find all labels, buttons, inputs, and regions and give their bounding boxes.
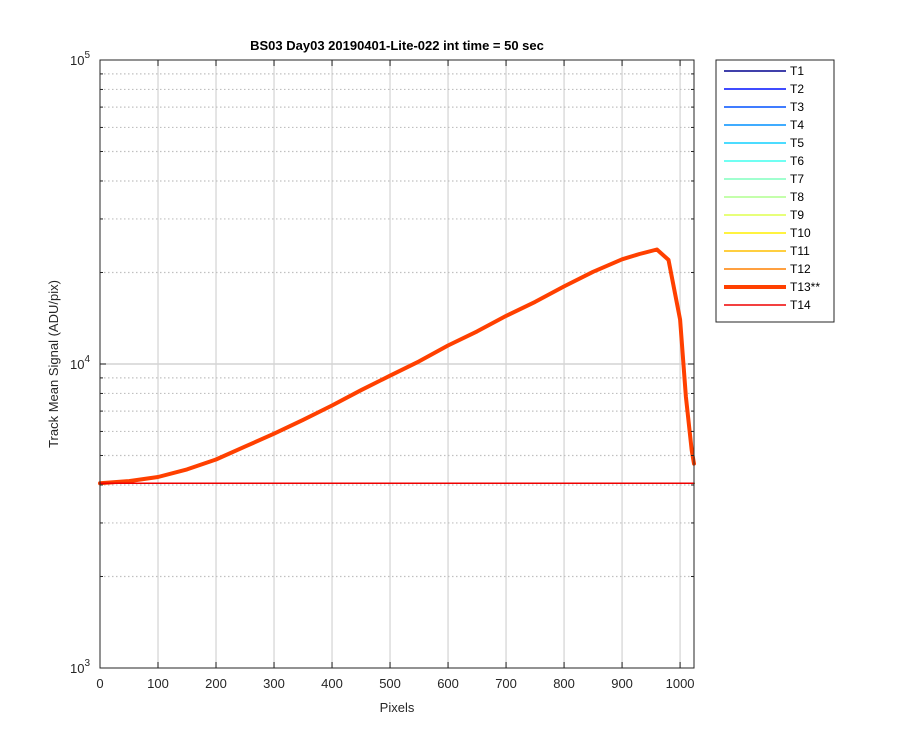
y-tick-label: 104 (70, 354, 90, 372)
legend-label: T13** (790, 280, 820, 294)
plot-lines (98, 247, 696, 486)
x-tick-label: 300 (263, 676, 285, 691)
chart-title: BS03 Day03 20190401-Lite-022 int time = … (250, 38, 544, 53)
legend-label: T11 (790, 244, 810, 258)
legend-label: T4 (790, 118, 804, 132)
grid (100, 60, 694, 668)
x-tick-label: 500 (379, 676, 401, 691)
legend-box (715, 59, 835, 323)
legend: T1 T2 T3 T4 T5 T6 T7 T8 T9 T10 T11 T12 T13** T14 (715, 59, 835, 323)
x-tick-label: 900 (611, 676, 633, 691)
x-tick-label: 0 (96, 676, 103, 691)
legend-label: T5 (790, 136, 804, 150)
legend-label: T14 (790, 298, 811, 312)
y-tick-label: 105 (70, 50, 90, 68)
legend-label: T9 (790, 208, 804, 222)
x-tick-label: 100 (147, 676, 169, 691)
legend-label: T12 (790, 262, 811, 276)
legend-label: T7 (790, 172, 804, 186)
y-tick-label: 103 (70, 658, 90, 676)
series-line-t13 (98, 247, 696, 486)
x-tick-label: 1000 (666, 676, 695, 691)
y-axis-label: Track Mean Signal (ADU/pix) (46, 280, 61, 448)
ticks (99, 59, 694, 669)
legend-label: T1 (790, 64, 804, 78)
x-tick-label: 600 (437, 676, 459, 691)
tick-labels: 0 100 200 300 400 500 600 700 800 900 1000 103 104 10… (70, 50, 695, 691)
legend-label: T6 (790, 154, 804, 168)
legend-label: T2 (790, 82, 804, 96)
legend-label: T8 (790, 190, 804, 204)
x-tick-label: 800 (553, 676, 575, 691)
legend-label: T3 (790, 100, 804, 114)
x-axis-label: Pixels (380, 700, 415, 715)
legend-label: T10 (790, 226, 811, 240)
x-tick-label: 400 (321, 676, 343, 691)
x-tick-label: 200 (205, 676, 227, 691)
x-tick-label: 700 (495, 676, 517, 691)
